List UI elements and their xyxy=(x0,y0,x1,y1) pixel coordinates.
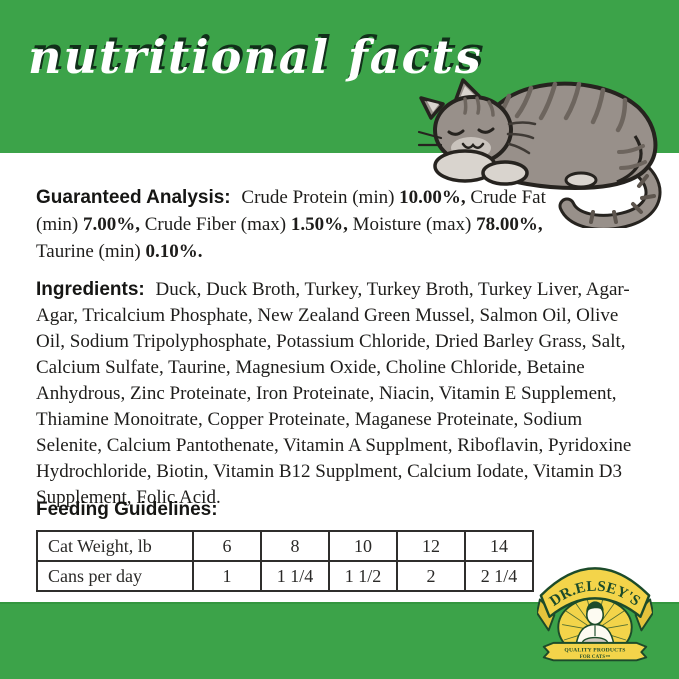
table-row: Cans per day 1 1 1/4 1 1/2 2 2 1/4 xyxy=(36,560,534,592)
ga-value: 1.50%, xyxy=(290,214,348,235)
cell-cans: 2 1/4 xyxy=(464,560,534,592)
cat-head-icon xyxy=(419,78,537,165)
ga-value: 10.00%, xyxy=(399,187,466,208)
cell-weight: 6 xyxy=(192,530,262,562)
page-title: nutritional facts xyxy=(28,30,483,84)
cell-weight: 8 xyxy=(260,530,330,562)
ga-text: Crude Fiber (max) xyxy=(144,214,287,235)
sleeping-cat-illustration xyxy=(417,78,662,228)
feeding-guidelines-heading: Feeding Guidelines: xyxy=(36,499,218,520)
ingredients-paragraph: Ingredients: Duck, Duck Broth, Turkey, T… xyxy=(36,277,650,511)
cell-cat-weight-label: Cat Weight, lb xyxy=(36,530,194,562)
table-row: Cat Weight, lb 6 8 10 12 14 xyxy=(36,530,534,562)
cell-cans-label: Cans per day xyxy=(36,560,194,592)
cat-whiskers-icon xyxy=(417,130,443,147)
logo-tagline-line2: FOR CATS™ xyxy=(580,654,611,660)
ingredients-label: Ingredients: xyxy=(36,279,145,300)
guaranteed-analysis-paragraph: Guaranteed Analysis: Crude Protein (min)… xyxy=(36,184,560,265)
ga-text: Crude Protein (min) xyxy=(241,187,395,208)
ga-value: 0.10%. xyxy=(145,241,203,262)
logo-tagline-line1: QUALITY PRODUCTS xyxy=(564,648,625,654)
ga-value: 7.00%, xyxy=(82,214,140,235)
logo-ribbon-icon: QUALITY PRODUCTS FOR CATS™ xyxy=(542,641,648,662)
ga-text: Crude Fat (min) xyxy=(36,187,546,235)
ga-text: Moisture (max) xyxy=(352,214,472,235)
cat-body-icon xyxy=(477,81,658,191)
feeding-guidelines-table: Cat Weight, lb 6 8 10 12 14 Cans per day… xyxy=(36,530,534,592)
cell-cans: 2 xyxy=(396,560,466,592)
guaranteed-analysis-label: Guaranteed Analysis: xyxy=(36,187,231,208)
cell-weight: 12 xyxy=(396,530,466,562)
cell-cans: 1 1/4 xyxy=(260,560,330,592)
dr-elseys-logo: DR.ELSEY'S QUALITY PRODUCTS FOR CATS™ xyxy=(537,567,653,662)
ga-text: Taurine (min) xyxy=(36,241,141,262)
cell-cans: 1 xyxy=(192,560,262,592)
ga-value: 78.00%, xyxy=(476,214,543,235)
cat-paws-icon xyxy=(433,149,529,186)
cell-weight: 14 xyxy=(464,530,534,562)
cell-weight: 10 xyxy=(328,530,398,562)
cell-cans: 1 1/2 xyxy=(328,560,398,592)
ingredients-text: Duck, Duck Broth, Turkey, Turkey Broth, … xyxy=(36,279,632,508)
cat-tail-icon xyxy=(558,155,662,228)
